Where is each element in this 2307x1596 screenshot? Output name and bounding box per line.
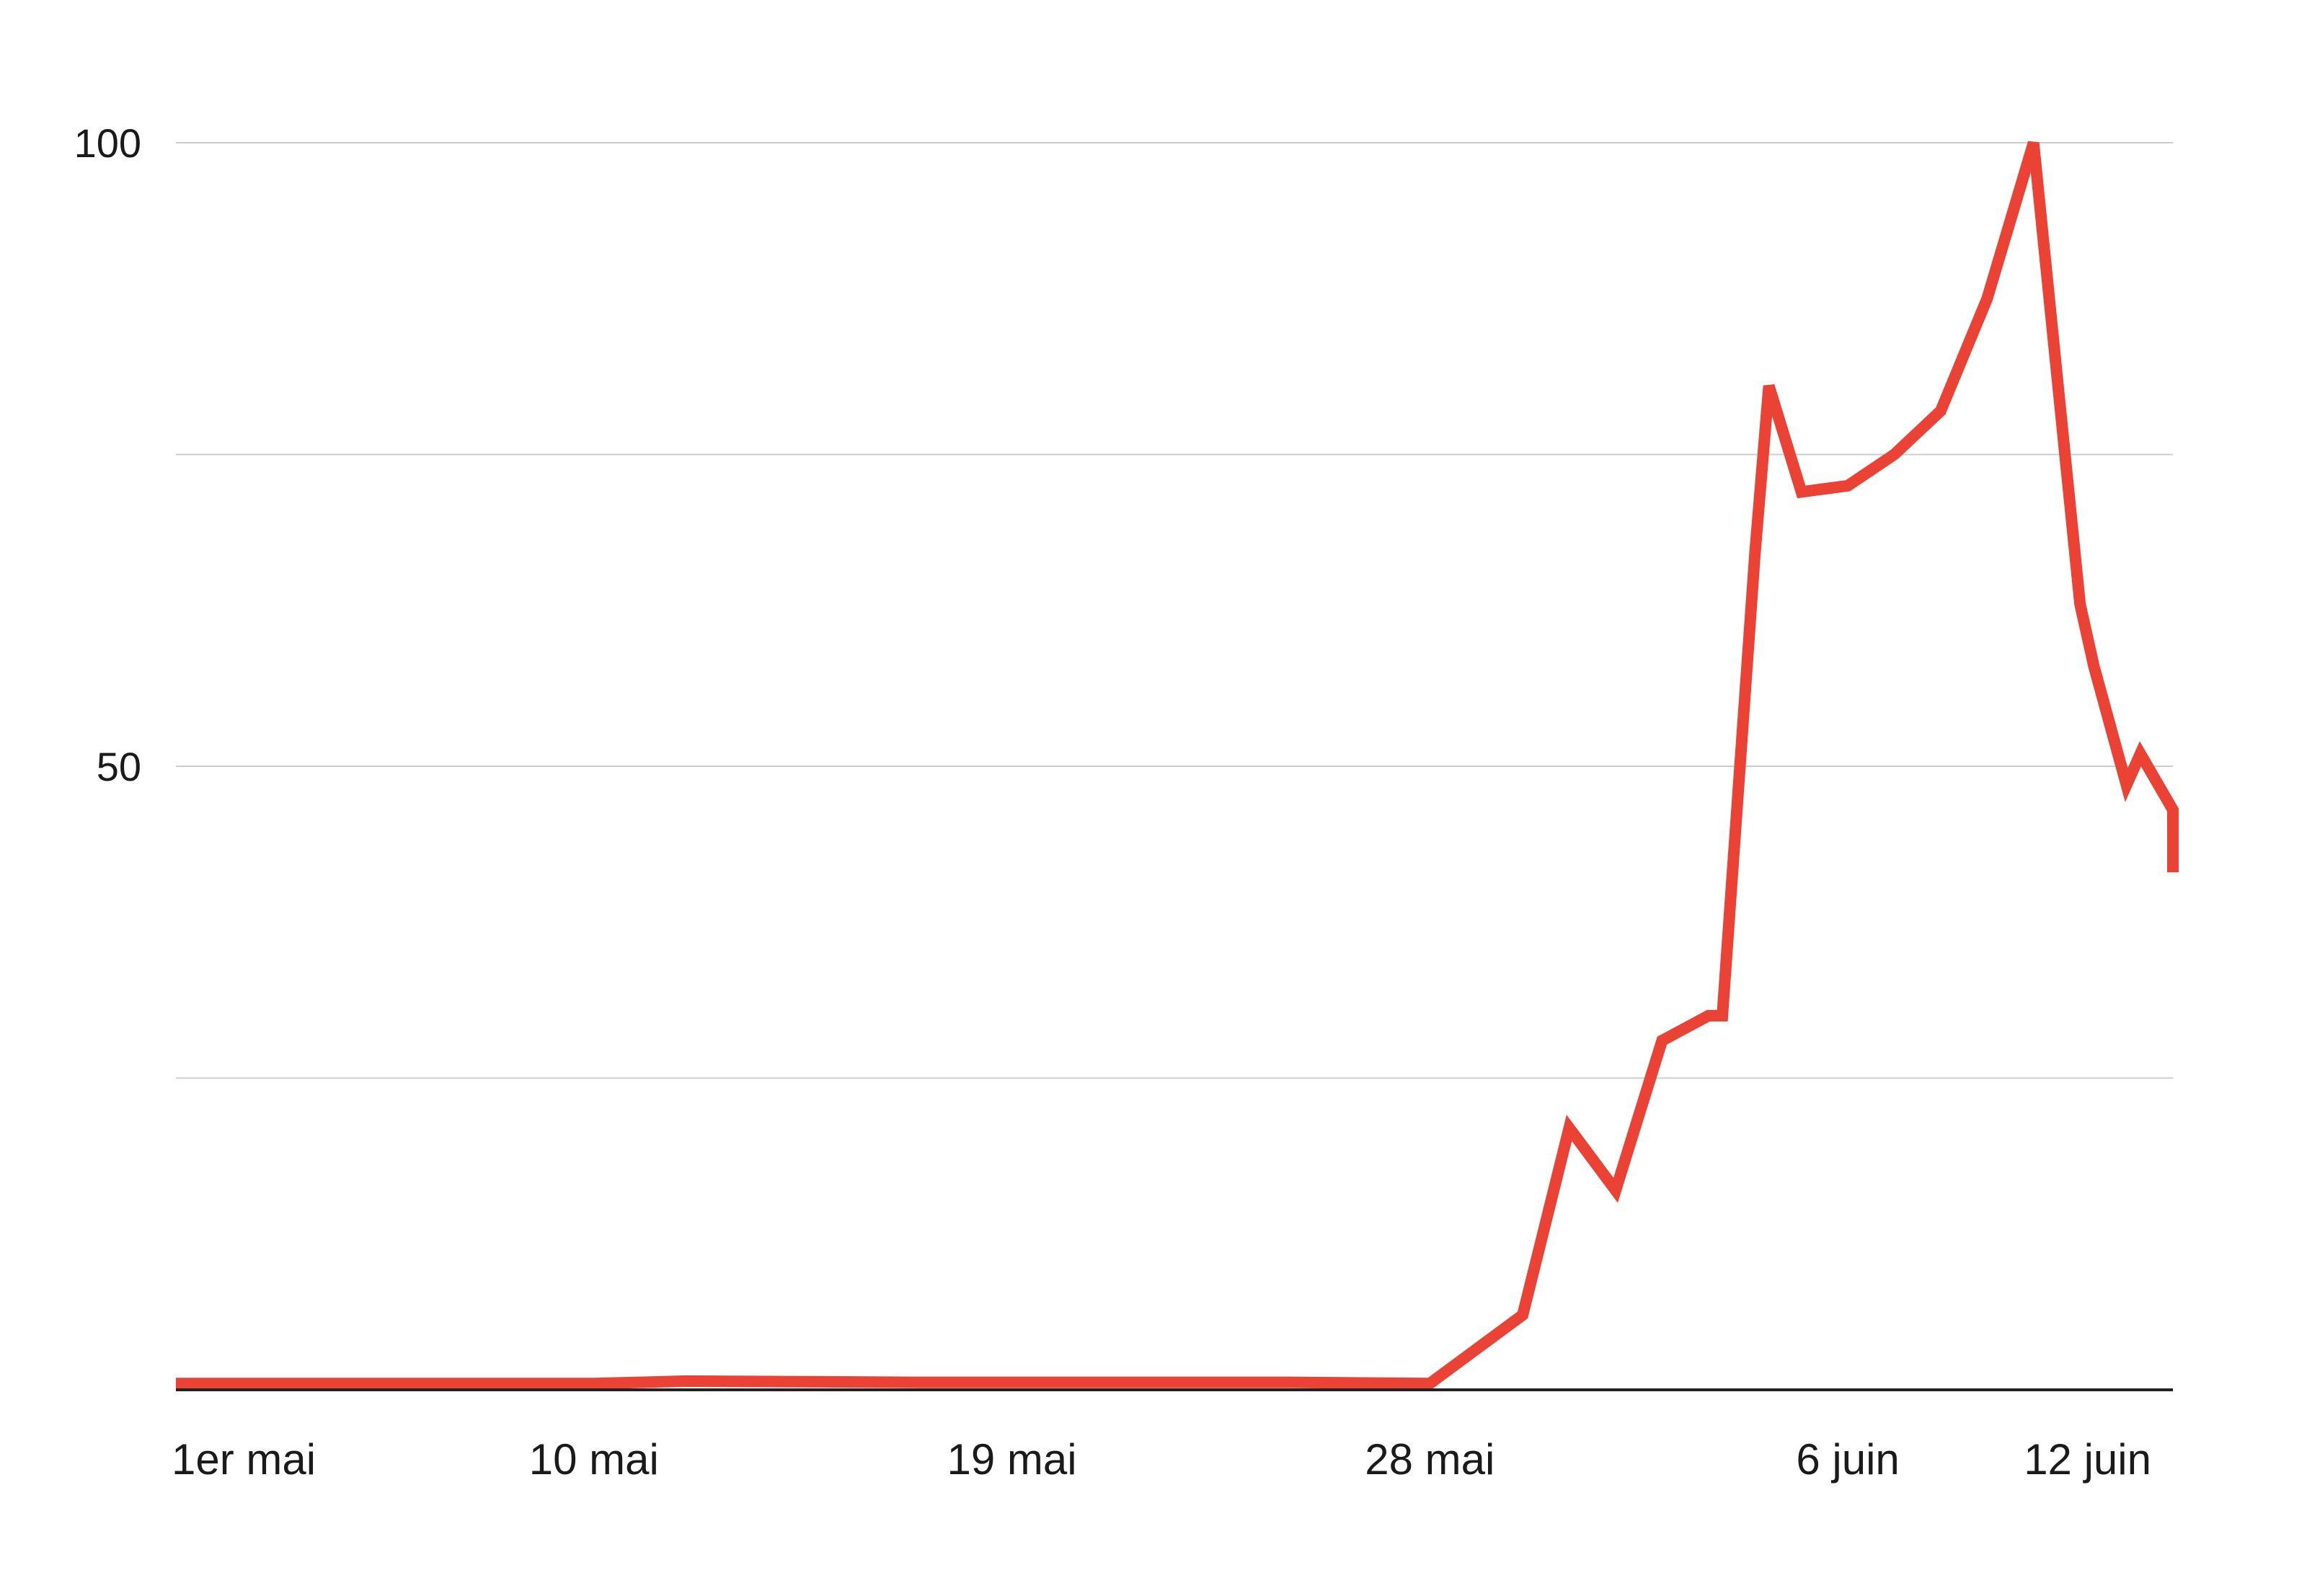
x-tick-label-6: 12 juin (2024, 1435, 2151, 1484)
x-tick-label-1: 1er mai (172, 1435, 316, 1484)
x-tick-label-5: 6 juin (1796, 1435, 1899, 1484)
y-tick-label-100: 100 (74, 120, 141, 166)
x-tick-label-2: 10 mai (529, 1435, 659, 1484)
y-tick-label-50: 50 (97, 744, 141, 789)
x-tick-label-4: 28 mai (1365, 1435, 1495, 1484)
x-tick-label-3: 19 mai (947, 1435, 1076, 1484)
series-line-1 (176, 141, 2179, 1390)
